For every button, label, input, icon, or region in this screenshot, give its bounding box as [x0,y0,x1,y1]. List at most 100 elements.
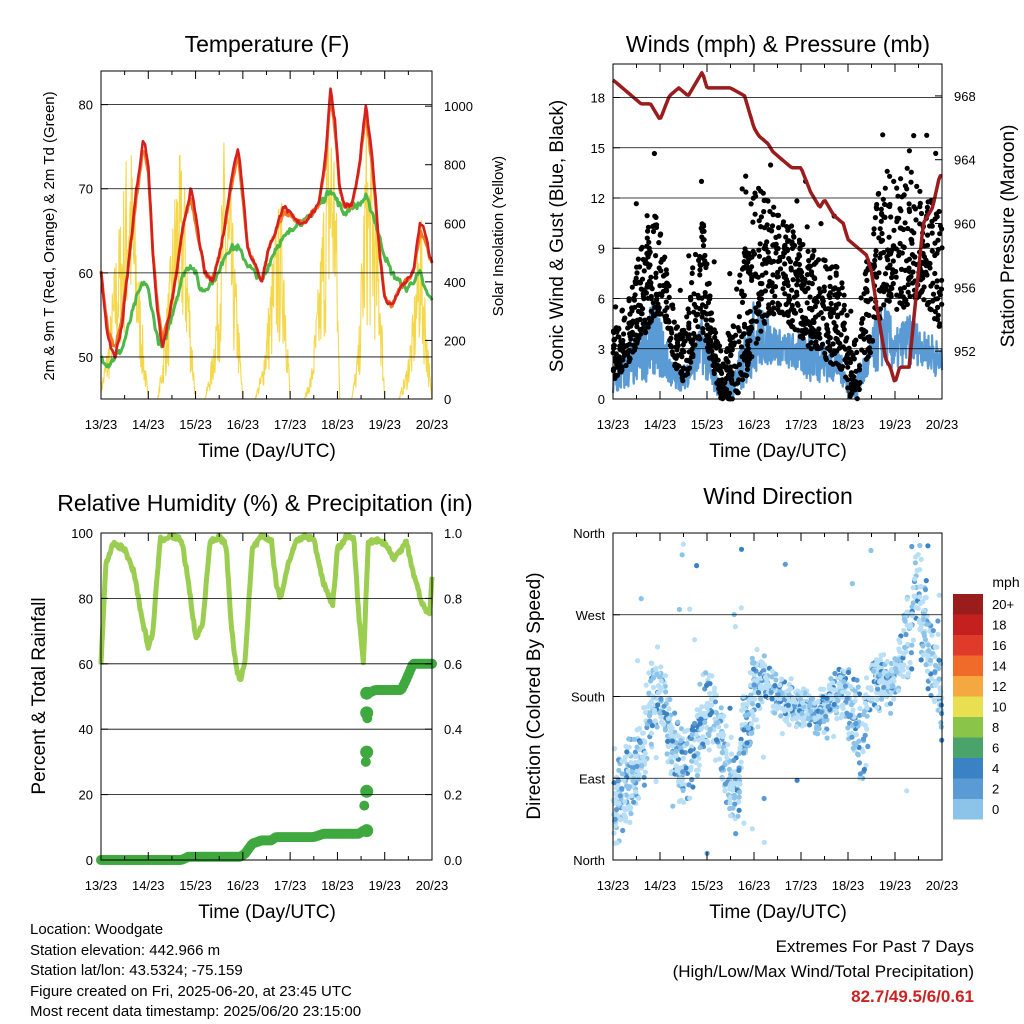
gust-point [782,250,788,256]
direction-point [909,642,915,648]
gust-point [866,334,873,340]
gust-point [806,258,812,264]
y-tick-label: North [573,853,605,868]
gust-point [704,261,710,267]
humidity-ticks: 0 20 40 60 80 100 0.0 0.2 0.4 0.6 0.8 1.0 13/23 14/23… [71,526,462,893]
direction-point [678,738,684,744]
direction-point [739,722,745,728]
gust-point [699,314,705,320]
direction-point [663,711,670,717]
gust-point [637,316,643,323]
direction-point [736,794,742,800]
speed-legend-title: mph [992,574,1019,590]
gust-point [739,266,746,272]
gust-point [618,338,624,344]
gust-point [795,277,801,284]
gust-point [873,252,879,258]
direction-point [631,799,637,805]
gust-point [642,317,648,323]
gust-point [771,258,777,264]
direction-point [852,688,858,694]
direction-point [698,726,704,732]
direction-point [769,696,775,702]
direction-point [806,722,813,728]
temperature-panel: Temperature (F) 506070800200400600800100… [41,31,507,462]
direction-point [635,776,642,782]
gust-point [838,366,844,372]
direction-point [831,701,837,708]
gust-point [816,331,822,337]
direction-point [619,786,625,792]
gust-point [757,280,764,287]
gust-point [822,306,829,312]
gust-point [650,228,657,235]
gust-point [672,361,678,367]
gust-point [641,268,647,274]
extremes-values: 82.7/49.5/6/0.61 [851,987,974,1006]
direction-point [695,767,701,773]
gust-point [753,193,759,199]
direction-point [798,715,805,721]
gust-point [613,304,619,310]
direction-point [612,791,618,797]
direction-point [697,721,703,727]
gust-point [791,294,798,300]
gust-point [656,240,662,246]
gust-point [830,310,837,316]
direction-point [909,604,915,610]
gust-point [827,283,833,289]
gust-point [890,243,896,249]
direction-point [912,576,918,582]
gust-point [727,390,733,396]
direction-point [649,693,656,699]
legend-swatch [953,635,983,656]
gust-point [697,306,703,312]
direction-point [932,682,938,689]
direction-point [856,738,862,744]
direction-point [634,767,641,774]
direction-point [648,741,654,747]
gust-point [734,286,740,292]
gust-point [858,295,864,301]
gust-point [921,254,928,260]
figure-created: Figure created on Fri, 2025-06-20, at 23… [30,982,352,1000]
direction-point [673,748,679,754]
direction-point [713,692,720,698]
gust-point [859,316,865,322]
gust-point [800,335,806,341]
direction-point [897,648,903,655]
gust-point [761,318,767,324]
humidity-data [96,532,437,865]
legend-label: 4 [992,761,999,776]
direction-point [848,684,854,690]
direction-point [910,637,917,643]
direction-point [913,604,919,611]
gust-point [758,214,765,220]
gust-point [645,224,652,230]
direction-point [884,658,890,665]
direction-point [692,720,698,727]
gust-point [657,283,663,289]
gust-point [865,346,871,352]
gust-point [700,329,706,335]
direction-point [923,578,929,584]
direction-point [750,713,756,719]
gust-point [621,331,627,337]
direction-point [665,759,671,765]
direction-point [833,708,839,714]
direction-point [865,743,871,750]
direction-point [841,679,847,685]
gust-point [935,304,941,310]
gust-point [912,206,919,212]
gust-point [745,338,751,344]
gust-point [689,280,695,286]
direction-point [684,770,691,776]
gust-point [856,366,863,372]
gust-point [820,301,826,307]
direction-point [929,632,935,638]
direction-point [658,678,664,684]
direction-point [728,734,734,741]
direction-point [834,716,840,722]
gust-point [934,278,940,284]
gust-point [932,309,939,315]
